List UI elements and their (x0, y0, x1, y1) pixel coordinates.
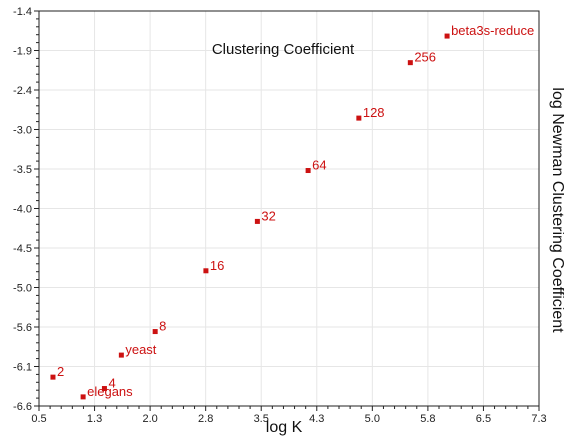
data-point (50, 374, 56, 380)
data-point-label: 8 (159, 319, 166, 334)
y-tick-label: -3.5 (13, 164, 32, 176)
data-point-label: 128 (363, 105, 385, 120)
data-point (80, 394, 86, 400)
x-tick-label: 4.3 (309, 413, 324, 425)
y-tick-label: -1.9 (13, 46, 32, 58)
data-point-label: elegans (87, 384, 133, 399)
y-tick-label: -1.4 (13, 6, 32, 18)
chart-title: Clustering Coefficient (212, 41, 355, 58)
y-tick-label: -6.1 (13, 362, 32, 374)
x-axis-label: log K (266, 419, 303, 436)
x-tick-label: 2.8 (198, 413, 213, 425)
y-tick-label: -5.6 (13, 322, 32, 334)
y-tick-label: -2.4 (13, 85, 32, 97)
x-tick-label: 1.3 (87, 413, 102, 425)
y-tick-label: -4.5 (13, 243, 32, 255)
x-tick-label: 7.3 (531, 413, 546, 425)
data-point-label: 2 (57, 364, 64, 379)
y-tick-label: -4.0 (13, 204, 32, 216)
x-tick-label: 0.5 (31, 413, 46, 425)
x-tick-label: 5.8 (420, 413, 435, 425)
data-point-label: 32 (261, 208, 275, 223)
data-point (407, 60, 413, 66)
data-point-label: 64 (312, 158, 326, 173)
x-tick-label: 3.5 (254, 413, 269, 425)
plot-frame (38, 10, 540, 407)
y-tick-label: -3.0 (13, 125, 32, 137)
data-point (356, 115, 362, 121)
x-tick-label: 2.0 (142, 413, 157, 425)
data-point (101, 386, 107, 392)
x-tick-label: 6.5 (476, 413, 491, 425)
data-point (254, 218, 260, 224)
data-point (203, 268, 209, 274)
data-point-label: 16 (210, 258, 224, 273)
y-axis-ticks: -1.4 -1.9 -2.4 -3.0 -3.5 -4.0 -4.5 -5.0 -5.6 -6.1… (13, 6, 39, 413)
data-point-label: yeast (125, 342, 156, 357)
y-axis-label: log Newman Clustering Coefficient (549, 87, 564, 333)
data-point (118, 352, 124, 358)
y-tick-label: -6.6 (13, 401, 32, 413)
x-axis-ticks: 0.5 1.3 2.0 2.8 3.5 4.3 5.0 5.8 6.5 7.3 (31, 406, 547, 425)
data-point-label: 256 (414, 50, 436, 65)
data-point-label: 4 (108, 376, 115, 391)
data-point (305, 168, 311, 174)
y-tick-label: -5.0 (13, 283, 32, 295)
data-point-label: beta3s-reduce (451, 23, 534, 38)
x-tick-label: 5.0 (365, 413, 380, 425)
data-point (444, 33, 450, 39)
data-point (152, 329, 158, 335)
